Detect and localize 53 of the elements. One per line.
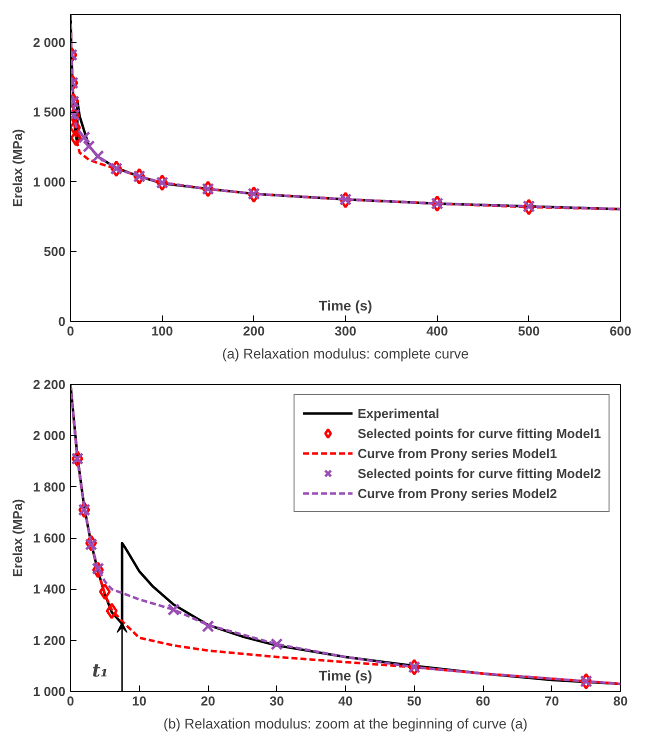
point [82, 140, 96, 153]
point [339, 193, 352, 206]
x-tick-label: 500 [518, 324, 540, 338]
point [92, 562, 104, 575]
point [92, 150, 104, 162]
legend-label: Selected points for curve fitting Model1 [358, 424, 601, 442]
x-tick-label: 80 [613, 694, 628, 708]
point [167, 603, 180, 616]
legend-label: Experimental [358, 404, 440, 422]
y-tick-label: 1 000 [32, 684, 66, 699]
x-tick-label: 600 [610, 324, 632, 338]
point [106, 602, 118, 620]
legend-label: Selected points for curve fitting Model2 [358, 464, 601, 482]
x-tick-label: 400 [426, 324, 448, 338]
y-tick-label: 1 200 [32, 632, 66, 648]
x-tick-label: 20 [200, 694, 216, 708]
legend-label: Curve from Prony series Model2 [358, 484, 557, 502]
x-tick-label: 10 [132, 694, 146, 708]
point [580, 675, 592, 688]
y-axis-title: Erelax (MPa) [10, 128, 25, 208]
point [202, 620, 214, 632]
y-tick-label: 2 000 [32, 428, 66, 444]
text: (b) Relaxation modulus: zoom at the beginning of curve (a) [163, 716, 528, 732]
legend-label: Curve from Prony series Model1 [358, 444, 557, 462]
x-tick-label: 70 [544, 694, 559, 708]
text: (a) Relaxation modulus: complete curve [222, 346, 470, 362]
x-tick-label: 30 [270, 694, 284, 708]
y-tick-label: 1 400 [32, 582, 66, 597]
y-tick-label: 1 800 [32, 479, 66, 494]
point [98, 583, 111, 600]
y-tick-label: 1 600 [32, 530, 66, 546]
point [110, 162, 123, 175]
x-axis-title: Time (s) [318, 298, 372, 314]
point [270, 638, 283, 650]
point [84, 538, 98, 551]
y-tick-label: 2 000 [32, 34, 66, 50]
x-tick-label: 40 [338, 694, 353, 708]
y-tick-label: 1 000 [32, 174, 66, 190]
point [78, 131, 90, 144]
x-tick-label: 100 [151, 324, 174, 338]
y-tick-label: 2 200 [32, 377, 66, 392]
annotation: t₁ [92, 660, 108, 682]
y-axis-title: Erelax (MPa) [10, 498, 25, 578]
point [248, 188, 260, 200]
x-tick-label: 60 [476, 694, 490, 708]
x-tick-label: 300 [334, 324, 356, 338]
y-tick-label: 1 500 [32, 104, 66, 120]
x-axis-title: Time (s) [318, 668, 372, 684]
y-tick-label: 0 [58, 314, 66, 329]
x-tick-label: 200 [242, 324, 265, 338]
y-tick-label: 500 [44, 244, 66, 260]
point [522, 200, 536, 213]
x-tick-label: 50 [407, 694, 422, 708]
